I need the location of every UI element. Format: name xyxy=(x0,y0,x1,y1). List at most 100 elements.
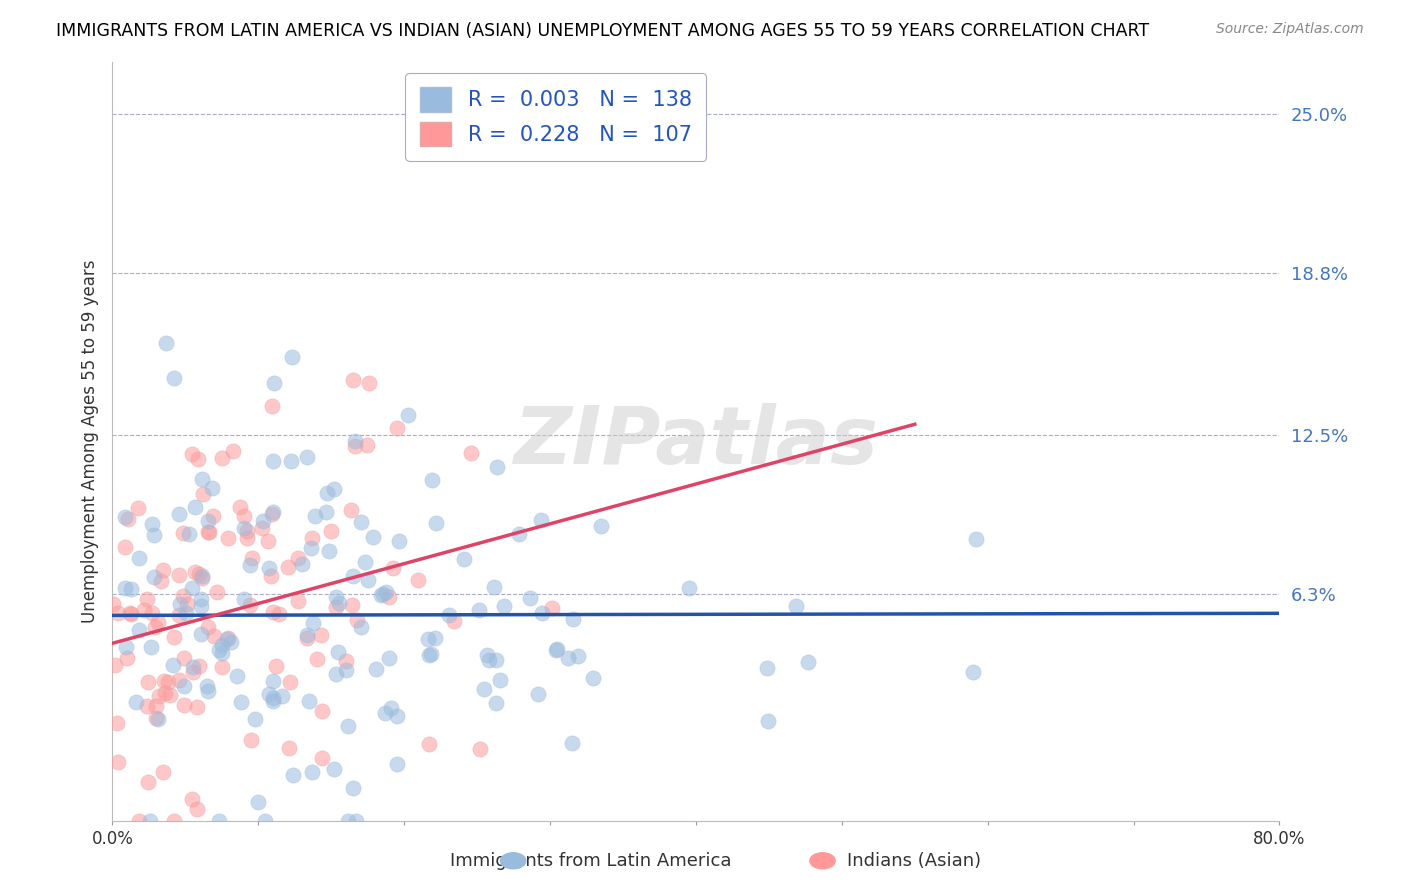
Point xyxy=(157,674,180,689)
Point xyxy=(187,452,209,467)
Point xyxy=(201,481,224,495)
Point xyxy=(173,698,195,712)
Point xyxy=(107,755,129,769)
Point xyxy=(582,672,605,686)
Point xyxy=(546,643,568,657)
Point xyxy=(236,524,259,538)
Point xyxy=(297,450,319,464)
Point xyxy=(197,514,219,528)
Point xyxy=(246,795,269,809)
Point xyxy=(423,632,446,646)
Point xyxy=(225,669,247,683)
Point xyxy=(482,580,505,594)
Point xyxy=(208,642,231,657)
Point xyxy=(146,712,169,726)
Point xyxy=(437,608,460,623)
Point xyxy=(370,588,392,602)
Point xyxy=(186,699,208,714)
Point xyxy=(127,500,149,515)
Point xyxy=(169,597,191,611)
Point xyxy=(378,651,401,665)
Point xyxy=(374,584,396,599)
Point xyxy=(217,631,239,645)
Point xyxy=(120,582,142,597)
Text: ZIPatlas: ZIPatlas xyxy=(513,402,879,481)
Point xyxy=(211,660,233,674)
Point xyxy=(197,525,219,540)
Point xyxy=(180,581,202,595)
Point xyxy=(591,518,613,533)
Point xyxy=(149,574,172,588)
Point xyxy=(162,658,184,673)
Point xyxy=(139,640,162,654)
Point xyxy=(420,473,443,487)
Point xyxy=(278,675,301,690)
Point xyxy=(342,373,364,387)
Point xyxy=(233,591,256,606)
Point xyxy=(167,608,190,623)
Point xyxy=(219,634,242,648)
Point xyxy=(340,598,363,612)
Point xyxy=(340,503,363,517)
Point xyxy=(271,689,294,703)
Point xyxy=(239,558,262,573)
Point xyxy=(197,620,219,634)
Point xyxy=(260,507,283,521)
Point xyxy=(141,606,163,620)
Point xyxy=(530,513,553,527)
Point xyxy=(425,516,447,530)
Point xyxy=(115,651,138,665)
Point xyxy=(188,659,211,673)
Y-axis label: Unemployment Among Ages 55 to 59 years: Unemployment Among Ages 55 to 59 years xyxy=(80,260,98,624)
Point xyxy=(380,701,402,715)
Point xyxy=(152,564,174,578)
Point xyxy=(328,645,350,659)
Point xyxy=(297,628,319,642)
Point xyxy=(195,679,218,693)
Point xyxy=(208,814,231,828)
Point xyxy=(105,716,128,731)
Point xyxy=(260,569,283,583)
Point xyxy=(527,688,550,702)
Point xyxy=(797,655,820,669)
Point xyxy=(475,648,498,662)
Point xyxy=(263,376,285,391)
Point xyxy=(143,620,166,634)
Point xyxy=(396,409,419,423)
Point xyxy=(311,751,333,765)
Point xyxy=(350,620,373,634)
Point xyxy=(136,675,159,690)
Point xyxy=(142,570,165,584)
Point xyxy=(211,451,233,466)
Point xyxy=(128,623,150,637)
Point xyxy=(145,699,167,714)
Point xyxy=(277,740,299,755)
Point xyxy=(335,654,357,668)
Point xyxy=(177,526,200,541)
Point xyxy=(252,514,274,528)
Point xyxy=(302,616,325,631)
Point xyxy=(233,521,256,535)
Point xyxy=(373,587,395,601)
Point xyxy=(453,552,475,566)
Point xyxy=(508,526,530,541)
Point xyxy=(132,602,155,616)
Point xyxy=(962,665,984,679)
Point xyxy=(325,600,347,615)
Point xyxy=(181,665,204,679)
Point xyxy=(104,658,127,673)
Point xyxy=(114,581,136,595)
Point xyxy=(163,814,186,828)
Point xyxy=(561,735,583,749)
Point xyxy=(485,652,508,666)
Point xyxy=(307,652,329,666)
Point xyxy=(172,526,194,541)
Point xyxy=(301,532,323,546)
Point xyxy=(385,421,408,435)
Point xyxy=(260,400,283,414)
Point xyxy=(489,673,512,687)
Point xyxy=(141,517,163,532)
Point xyxy=(125,695,148,709)
Point xyxy=(243,712,266,726)
Point xyxy=(101,597,124,611)
